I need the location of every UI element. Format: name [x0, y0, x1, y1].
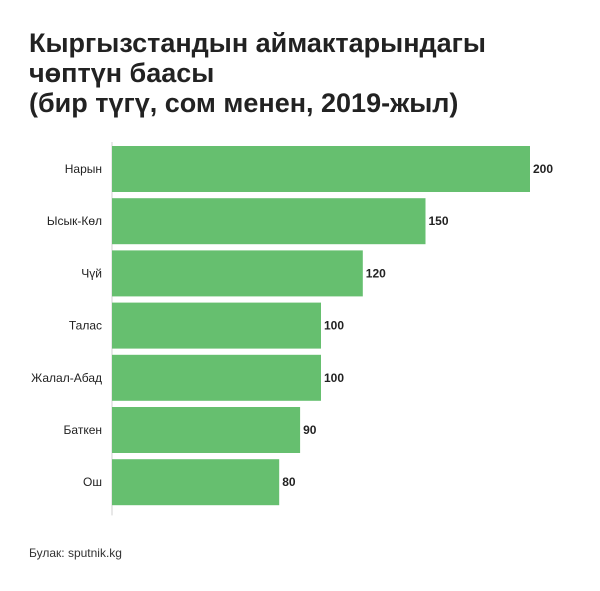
bar [112, 146, 530, 192]
title-line-3: (бир түгү, сом менен, 2019-жыл) [29, 88, 459, 118]
title-line-2: чөптүн баасы [29, 58, 215, 88]
value-label: 90 [303, 423, 317, 437]
title-line-1: Кыргызстандын аймактарындагы [29, 28, 486, 58]
bar [112, 354, 321, 401]
category-label: Жалал-Абад [31, 371, 102, 385]
bar [112, 250, 363, 297]
category-label: Талас [69, 319, 102, 333]
category-label: Чүй [81, 266, 102, 280]
category-label: Баткен [64, 423, 102, 437]
value-label: 80 [282, 475, 296, 489]
value-label: 100 [324, 319, 344, 333]
chart-title: Кыргызстандын аймактарындагы чөптүн баас… [29, 28, 589, 118]
source-note: Булак: sputnik.kg [29, 546, 122, 560]
value-label: 150 [429, 214, 449, 228]
bar [112, 407, 301, 453]
category-label: Ысык-Көл [47, 214, 102, 228]
value-label: 200 [533, 162, 553, 176]
bar [112, 302, 321, 349]
category-label: Нарын [65, 162, 102, 176]
category-label: Ош [83, 475, 102, 489]
bar [112, 459, 280, 506]
value-label: 120 [366, 266, 386, 280]
bar [112, 198, 426, 245]
value-label: 100 [324, 371, 344, 385]
